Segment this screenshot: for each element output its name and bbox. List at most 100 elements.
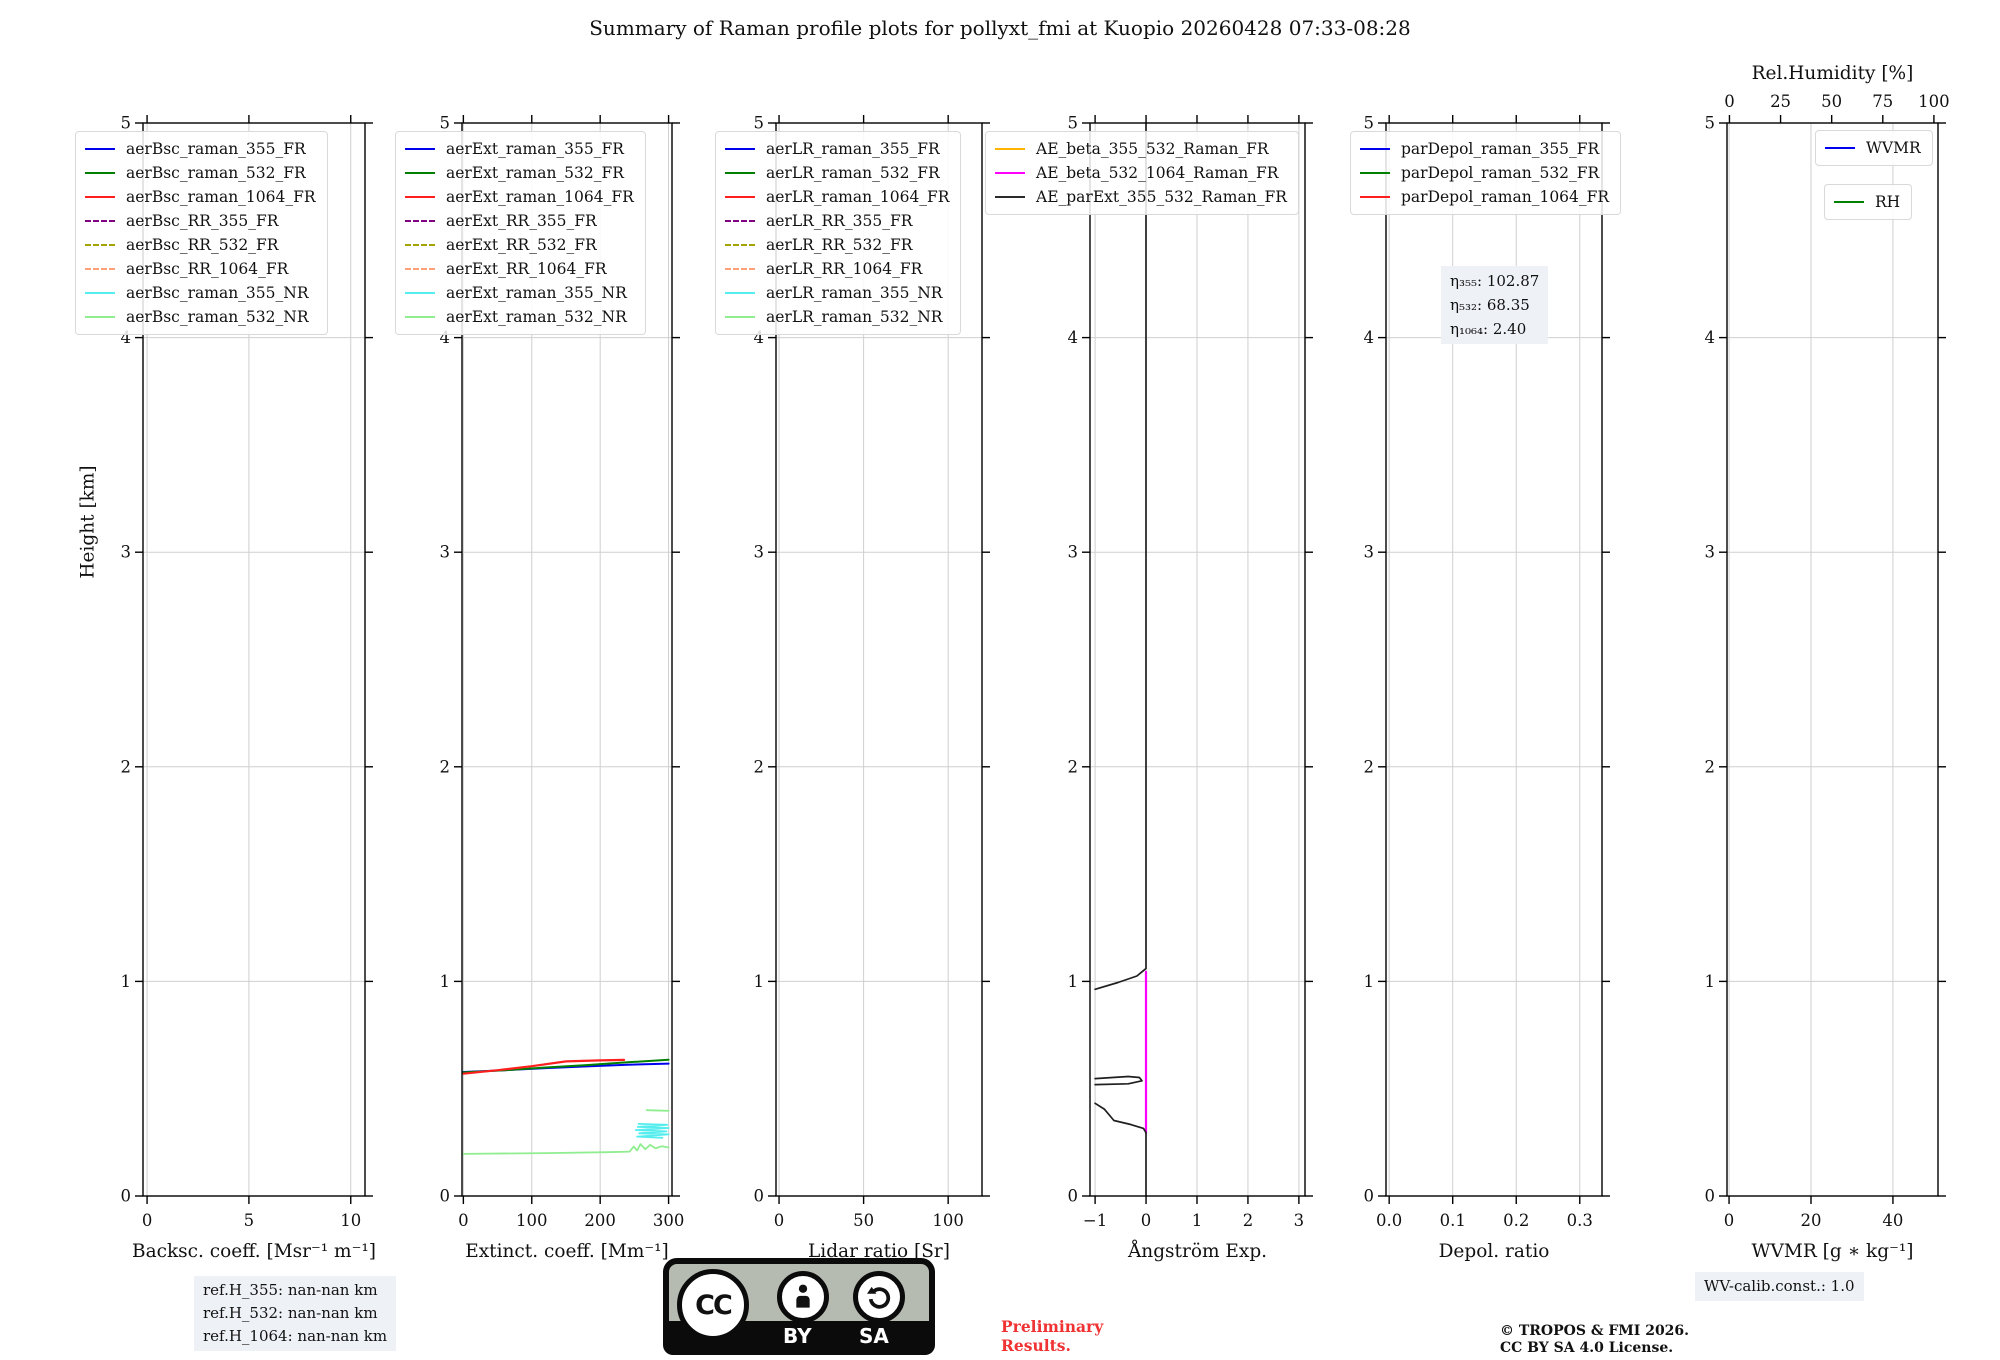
x-tick-label: 100 [932,1211,964,1230]
top-tick-label: 0 [1724,92,1735,111]
panel-wvmr: 0 20 40 0 1 2 3 4 5 WVMR [g ∗ kg⁻¹] 0 25 50 75 100Rel.… [1705,63,1950,1262]
legend-label: aerLR_RR_355_FR [766,212,913,230]
axes-frame [1385,122,1603,1197]
y-tick-label: 0 [1364,1187,1375,1206]
x-tick-label: 40 [1882,1211,1903,1230]
refh-532: ref.H_532: nan-nan km [203,1304,378,1322]
panel-depol: 0.0 0.1 0.2 0.3 0 1 2 3 4 5 Depol. ratio [1364,114,1610,1262]
x-tick-label: 200 [584,1211,616,1230]
x-tick-label: 0.3 [1567,1211,1593,1230]
legend-label: aerExt_raman_1064_FR [446,188,634,206]
y-tick-label: 4 [440,328,451,347]
legend-label: aerLR_raman_532_NR [766,308,943,326]
x-tick-label: 300 [653,1211,685,1230]
x-tick-label: 0 [142,1211,153,1230]
x-tick-label: 5 [244,1211,255,1230]
legend-swatch [725,316,755,318]
attribution-person-icon [777,1271,829,1323]
y-tick-label: 1 [1364,972,1375,991]
eta-355-value: η₃₅₅: 102.87 [1450,272,1540,290]
y-tick-label: 0 [1068,1187,1079,1206]
depol-eta-annotation: η₃₅₅: 102.87 η₅₃₂: 68.35 η₁₀₆₄: 2.40 [1441,266,1549,344]
preliminary-line-2: Results. [1001,1336,1071,1355]
legend-swatch [405,292,435,294]
refh-355: ref.H_355: nan-nan km [203,1281,378,1299]
y-tick-label: 1 [121,972,132,991]
legend-swatch [725,220,755,222]
legend-depol: parDepol_raman_355_FR parDepol_raman_532_… [1350,131,1622,215]
legend-item: aerExt_raman_1064_FR [405,185,634,209]
top-axis-label: Rel.Humidity [%] [1752,63,1914,84]
preliminary-results-note: Preliminary Results. [1001,1317,1103,1355]
legend-swatch [85,172,115,174]
legend-item: aerLR_RR_1064_FR [725,257,949,281]
legend-label: aerLR_raman_355_FR [766,140,940,158]
legend-item: aerExt_raman_532_NR [405,305,634,329]
legend-swatch [405,316,435,318]
legend-label: parDepol_raman_355_FR [1401,140,1600,158]
axes-frame [461,122,673,1197]
legend-item: AE_parExt_355_532_Raman_FR [995,185,1287,209]
legend-label: aerExt_raman_355_FR [446,140,624,158]
x-tick-label: 10 [340,1211,361,1230]
legend-swatch [995,172,1025,174]
legend-item: aerLR_raman_532_NR [725,305,949,329]
legend-swatch [85,244,115,246]
legend-label: aerBsc_raman_532_FR [126,164,306,182]
x-axis-label: Ångström Exp. [1127,1240,1267,1262]
cc-by-sa-badge: BY SA CC [663,1258,935,1355]
series-AE_parExt_355_532_Raman_FR_lower [1094,1102,1147,1197]
eta-1064-value: η₁₀₆₄: 2.40 [1450,320,1527,338]
top-tick-label: 25 [1770,92,1791,111]
legend-label: AE_beta_355_532_Raman_FR [1036,140,1269,158]
legend-label: aerExt_RR_532_FR [446,236,597,254]
axes-frame [1089,122,1306,1197]
x-tick-label: 2 [1243,1211,1254,1230]
cc-sa-label: SA [859,1324,889,1348]
legend-swatch [1825,147,1855,149]
legend-label: parDepol_raman_1064_FR [1401,188,1610,206]
share-alike-arrow-icon [853,1271,905,1323]
x-tick-label: 0.0 [1376,1211,1402,1230]
legend-swatch [85,220,115,222]
y-tick-label: 3 [1364,543,1375,562]
x-axis-label: Extinct. coeff. [Mm⁻¹] [465,1241,669,1262]
legend-wvmr: WVMR [1815,130,1933,166]
y-tick-label: 3 [121,543,132,562]
x-tick-label: 0.2 [1503,1211,1529,1230]
legend-label: RH [1875,193,1901,211]
axes-frame [775,122,983,1197]
top-tick-label: 100 [1918,92,1950,111]
legend-item: aerExt_RR_1064_FR [405,257,634,281]
legend-extinction: aerExt_raman_355_FR aerExt_raman_532_FR ae… [395,131,646,335]
legend-label: aerBsc_raman_532_NR [126,308,309,326]
eta-532-value: η₅₃₂: 68.35 [1450,296,1530,314]
panel-extinction: 0 100 200 300 0 1 2 3 4 5 Extinct. coeff. [Mm⁻¹] [440,114,685,1263]
legend-label: aerLR_RR_532_FR [766,236,913,254]
y-tick-label: 5 [1068,114,1079,133]
y-tick-label: 4 [754,328,765,347]
series-AE_parExt_355_532_Raman_FR_loop [1094,1075,1143,1086]
legend-item: aerExt_raman_355_NR [405,281,634,305]
legend-item: RH [1834,190,1900,214]
legend-swatch [725,172,755,174]
x-axis-label: Depol. ratio [1439,1241,1550,1262]
legend-swatch [85,268,115,270]
legend-label: aerLR_raman_355_NR [766,284,943,302]
top-tick-label: 75 [1872,92,1893,111]
legend-item: aerLR_raman_1064_FR [725,185,949,209]
y-tick-label: 3 [1705,543,1716,562]
legend-swatch [405,196,435,198]
legend-item: parDepol_raman_355_FR [1360,137,1609,161]
legend-item: aerBsc_raman_355_FR [85,137,316,161]
legend-label: aerBsc_RR_532_FR [126,236,279,254]
y-tick-label: 3 [754,543,765,562]
cc-logo-text: CC [695,1289,733,1321]
legend-swatch [1360,172,1390,174]
legend-item: aerBsc_raman_532_FR [85,161,316,185]
legend-item: aerBsc_RR_1064_FR [85,257,316,281]
legend-label: AE_parExt_355_532_Raman_FR [1036,188,1287,206]
legend-label: aerBsc_RR_355_FR [126,212,279,230]
